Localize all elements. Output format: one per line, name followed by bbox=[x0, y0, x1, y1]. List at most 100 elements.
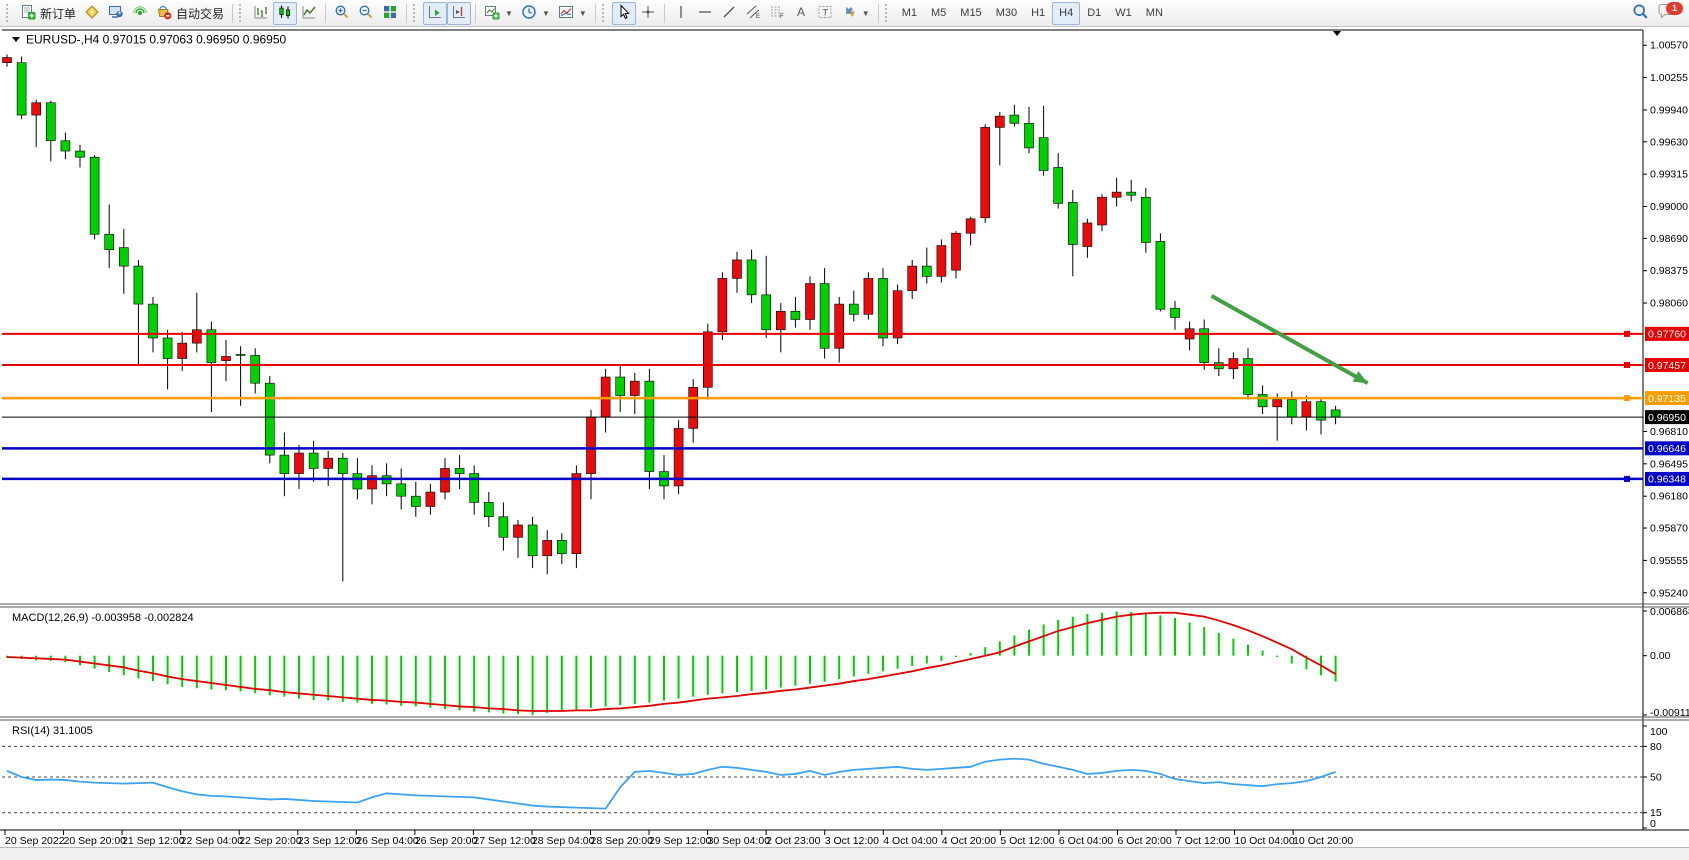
svg-text:0.99315: 0.99315 bbox=[1650, 169, 1688, 181]
hlines-layer[interactable]: 0.97760 0.97457 0.97135 0.96950 0.96646 0.963… bbox=[2, 326, 1689, 486]
toolbar-separator bbox=[325, 3, 327, 23]
new-order-button[interactable]: 新订单 bbox=[16, 2, 80, 25]
timeframe-button-M1[interactable]: M1 bbox=[895, 2, 924, 25]
candle-body bbox=[1170, 307, 1180, 318]
candle-body bbox=[192, 329, 202, 344]
signals-button[interactable] bbox=[128, 2, 152, 25]
candle-body bbox=[761, 294, 772, 331]
timeframe-button-W1[interactable]: W1 bbox=[1108, 2, 1139, 25]
svg-text:0.99000: 0.99000 bbox=[1650, 201, 1688, 213]
horiz-line-icon bbox=[697, 4, 713, 23]
timeframe-button-M30[interactable]: M30 bbox=[989, 2, 1024, 25]
candle-body bbox=[264, 382, 275, 456]
timeframe-button-M5[interactable]: M5 bbox=[924, 2, 953, 25]
vert-line-icon bbox=[673, 4, 689, 23]
chart-canvas[interactable]: 1.00570 1.00255 0.99940 0.99630 0.99315 0.990… bbox=[0, 27, 1689, 847]
search-icon bbox=[1632, 3, 1649, 23]
chart-shift-button[interactable] bbox=[447, 1, 472, 25]
timeframe-button-MN[interactable]: MN bbox=[1139, 2, 1170, 25]
candles-layer[interactable] bbox=[2, 54, 1341, 582]
candle-body bbox=[498, 516, 509, 538]
channel-button[interactable]: E bbox=[741, 2, 765, 25]
svg-text:0.96646: 0.96646 bbox=[1648, 443, 1686, 455]
candle-body bbox=[367, 475, 377, 490]
arrows-button[interactable]: ▼ bbox=[837, 2, 874, 25]
macd-signal-line bbox=[6, 611, 1337, 712]
candle-body bbox=[732, 259, 742, 279]
time-label: 20 Sep 20:00 bbox=[64, 835, 127, 847]
tile-windows-button[interactable] bbox=[378, 2, 402, 25]
svg-text:A: A bbox=[797, 5, 805, 19]
macd-pane[interactable]: MACD(12,26,9) -0.003958 -0.002824 0.00686… bbox=[6, 606, 1689, 719]
toolbar-grip[interactable] bbox=[413, 4, 419, 22]
search-button[interactable] bbox=[1628, 2, 1653, 25]
vertical-line-button[interactable] bbox=[669, 2, 693, 25]
trend-arrow-annotation[interactable] bbox=[1210, 294, 1369, 385]
candle-body bbox=[907, 265, 918, 292]
price-axis[interactable]: 1.00570 1.00255 0.99940 0.99630 0.99315 0.990… bbox=[1643, 40, 1688, 600]
toolbar-grip[interactable] bbox=[239, 4, 245, 22]
horizontal-line-button[interactable] bbox=[693, 2, 717, 25]
person-monitor-icon bbox=[108, 4, 124, 23]
svg-text:T: T bbox=[822, 7, 828, 17]
candle-body bbox=[352, 473, 363, 490]
zoom-out-button[interactable] bbox=[354, 2, 378, 25]
time-label: 22 Sep 04:00 bbox=[181, 835, 244, 847]
toolbar-grip[interactable] bbox=[6, 4, 12, 22]
candle-body bbox=[951, 232, 961, 271]
fibonacci-button[interactable]: F bbox=[765, 2, 789, 25]
auto-scroll-icon bbox=[427, 4, 443, 23]
candle-body bbox=[673, 428, 684, 487]
auto-scroll-button[interactable] bbox=[423, 1, 448, 25]
time-label: 28 Sep 04:00 bbox=[532, 835, 595, 847]
zoom-in-button[interactable] bbox=[330, 2, 354, 25]
candle-body bbox=[337, 457, 348, 474]
timeframe-button-H1[interactable]: H1 bbox=[1024, 2, 1052, 25]
toolbar-grip[interactable] bbox=[601, 4, 608, 22]
autotrading-label: 自动交易 bbox=[176, 6, 225, 21]
chart-candles-button[interactable] bbox=[273, 1, 298, 25]
gem-icon bbox=[84, 4, 100, 23]
timeframe-button-D1[interactable]: D1 bbox=[1080, 2, 1108, 25]
svg-text:100: 100 bbox=[1650, 726, 1668, 738]
text-label-button[interactable]: T bbox=[813, 2, 837, 25]
time-label: 26 Sep 20:00 bbox=[415, 835, 478, 847]
timeframe-button-H4[interactable]: H4 bbox=[1052, 1, 1081, 25]
line-handle bbox=[1624, 395, 1630, 402]
text-button[interactable]: A bbox=[789, 2, 813, 25]
candle-body bbox=[775, 310, 786, 331]
chart-bars-button[interactable] bbox=[249, 2, 273, 25]
periods-button[interactable]: ▼ bbox=[517, 2, 554, 25]
crosshair-button[interactable] bbox=[636, 2, 660, 25]
autotrading-button[interactable]: 自动交易 bbox=[152, 2, 228, 25]
price-badge bbox=[1645, 358, 1689, 373]
text-a-icon: A bbox=[793, 4, 809, 23]
candle-body bbox=[965, 218, 976, 234]
time-label: 7 Oct 12:00 bbox=[1176, 835, 1230, 847]
candle-body bbox=[615, 376, 626, 396]
candle-body bbox=[1053, 167, 1063, 204]
toolbar-separator bbox=[232, 3, 234, 23]
candle-body bbox=[483, 502, 494, 518]
candle-body bbox=[1024, 122, 1034, 149]
timeframe-button-M15[interactable]: M15 bbox=[953, 2, 988, 25]
symbol-header[interactable]: EURUSD-,H4 0.97015 0.97063 0.96950 0.969… bbox=[12, 33, 287, 47]
templates-button[interactable]: ▼ bbox=[554, 2, 591, 25]
new-chart-button[interactable]: ▼ bbox=[480, 2, 517, 25]
cursor-button[interactable] bbox=[611, 1, 636, 25]
candle-body bbox=[323, 457, 334, 469]
trendline-button[interactable] bbox=[717, 2, 741, 25]
chart-shift-icon bbox=[451, 4, 467, 23]
candle-body bbox=[1038, 137, 1049, 171]
market-button[interactable] bbox=[80, 2, 104, 25]
time-label: 6 Oct 20:00 bbox=[1117, 835, 1171, 847]
chart-line-button[interactable] bbox=[297, 2, 321, 25]
notifications-button[interactable]: 1 bbox=[1653, 1, 1683, 25]
candle-body bbox=[819, 283, 830, 349]
rsi-pane[interactable]: RSI(14) 31.1005 100 80 50 150 bbox=[2, 725, 1668, 830]
candle-body bbox=[717, 278, 728, 333]
toolbar-grip[interactable] bbox=[884, 4, 891, 22]
community-button[interactable] bbox=[104, 2, 128, 25]
